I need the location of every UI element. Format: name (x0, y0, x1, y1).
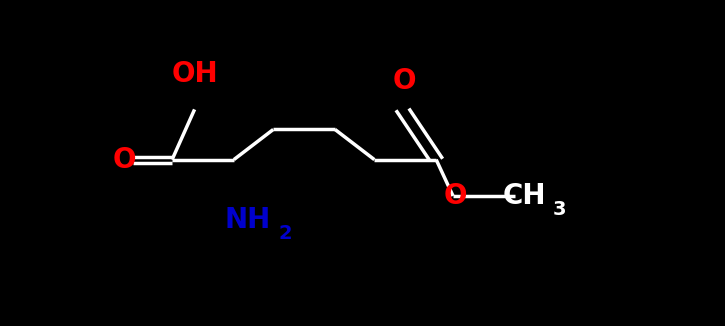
Text: O: O (444, 182, 468, 210)
Text: 2: 2 (279, 224, 292, 243)
Text: NH: NH (224, 206, 270, 234)
Text: CH: CH (502, 182, 546, 210)
Text: OH: OH (171, 60, 218, 88)
Text: O: O (392, 67, 416, 95)
Text: O: O (112, 146, 136, 174)
Text: 3: 3 (553, 200, 566, 219)
